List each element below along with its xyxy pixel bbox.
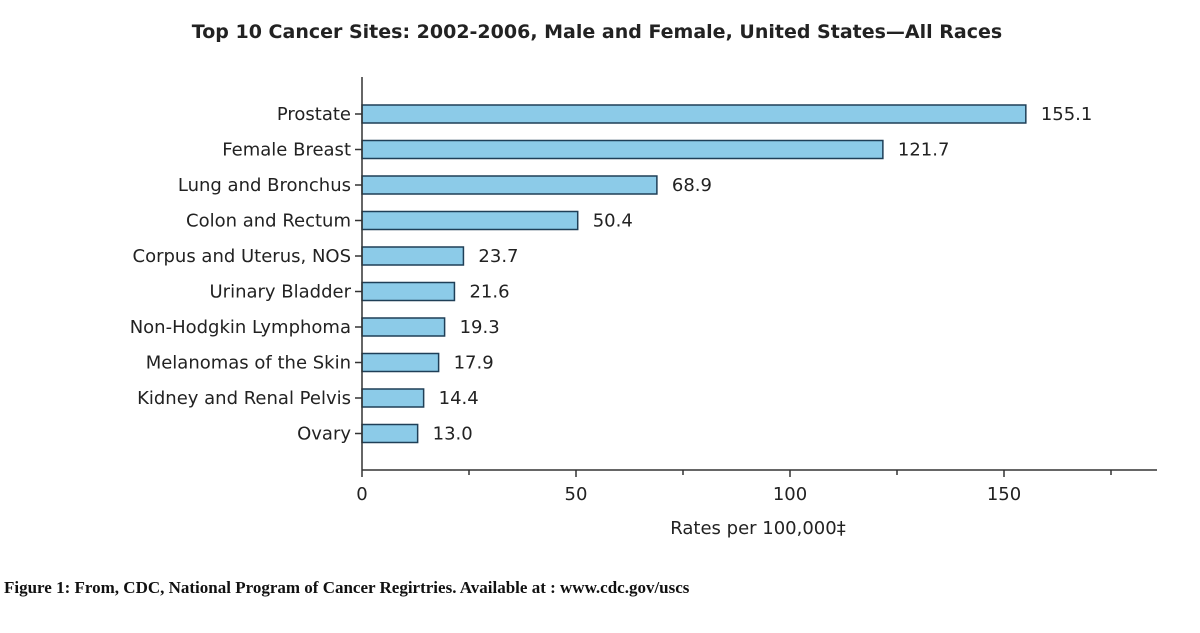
category-label-non-hodgkin-lymphoma: Non-Hodgkin Lymphoma — [130, 317, 351, 338]
bar-female-breast — [361, 139, 884, 160]
bar-lung-and-bronchus — [361, 175, 658, 195]
category-label-female-breast: Female Breast — [222, 140, 351, 161]
category-label-prostate: Prostate — [277, 104, 351, 125]
value-label-ovary: 13.0 — [433, 424, 473, 445]
bar-corpus-and-uterus-nos — [361, 246, 465, 266]
chart-title: Top 10 Cancer Sites: 2002-2006, Male and… — [192, 21, 1002, 43]
x-tick-label-100: 100 — [773, 484, 807, 505]
value-label-female-breast: 121.7 — [898, 140, 950, 161]
x-tick-label-150: 150 — [987, 484, 1021, 505]
value-label-urinary-bladder: 21.6 — [469, 282, 509, 303]
bar-urinary-bladder — [361, 281, 456, 302]
bar-melanomas-of-the-skin — [361, 352, 440, 373]
value-label-corpus-and-uterus-nos: 23.7 — [478, 246, 518, 267]
x-tick-label-50: 50 — [565, 484, 588, 505]
value-label-melanomas-of-the-skin: 17.9 — [454, 353, 494, 374]
bar-ovary — [361, 423, 419, 444]
value-label-lung-and-bronchus: 68.9 — [672, 175, 712, 196]
bar-colon-and-rectum — [361, 210, 579, 231]
category-label-corpus-and-uterus-nos: Corpus and Uterus, NOS — [133, 246, 352, 267]
value-label-colon-and-rectum: 50.4 — [593, 211, 633, 232]
bar-chart: Top 10 Cancer Sites: 2002-2006, Male and… — [130, 21, 1157, 539]
category-label-melanomas-of-the-skin: Melanomas of the Skin — [146, 353, 351, 374]
category-label-lung-and-bronchus: Lung and Bronchus — [178, 175, 351, 196]
category-label-kidney-and-renal-pelvis: Kidney and Renal Pelvis — [137, 388, 351, 409]
category-label-ovary: Ovary — [297, 424, 351, 445]
category-label-urinary-bladder: Urinary Bladder — [210, 282, 352, 303]
value-label-non-hodgkin-lymphoma: 19.3 — [460, 317, 500, 338]
value-label-prostate: 155.1 — [1041, 104, 1093, 125]
category-label-colon-and-rectum: Colon and Rectum — [186, 211, 351, 232]
figure-caption: Figure 1: From, CDC, National Program of… — [4, 578, 690, 597]
x-tick-label-0: 0 — [356, 484, 367, 505]
value-label-kidney-and-renal-pelvis: 14.4 — [439, 388, 479, 409]
bar-kidney-and-renal-pelvis — [361, 388, 425, 408]
bar-prostate — [361, 104, 1027, 124]
bar-non-hodgkin-lymphoma — [361, 317, 446, 337]
x-axis-label: Rates per 100,000‡ — [670, 518, 845, 539]
